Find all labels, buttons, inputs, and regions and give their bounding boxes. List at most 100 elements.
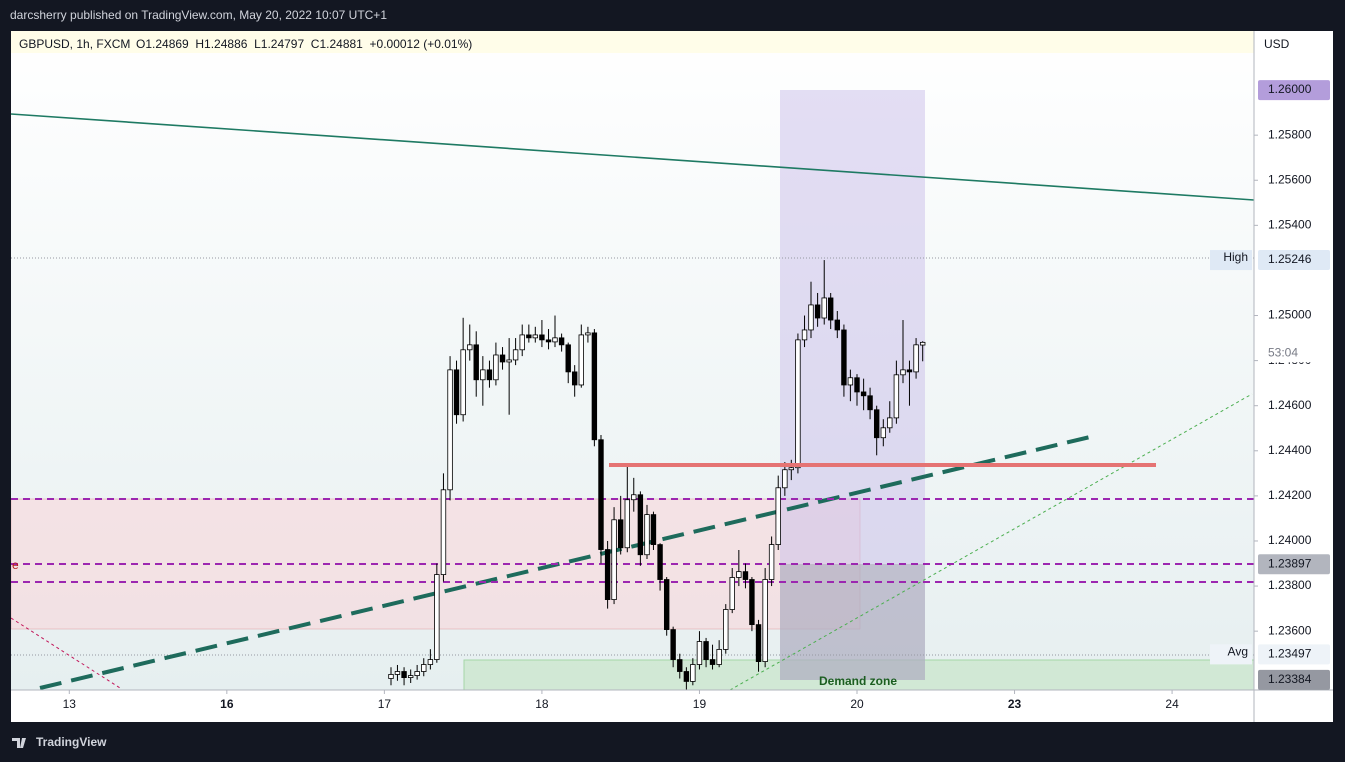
- candle-body: [795, 339, 801, 469]
- axis-currency: USD: [1264, 37, 1290, 51]
- candle-body: [873, 409, 880, 439]
- candle-body: [709, 659, 716, 665]
- publish-info: darcsherry published on TradingView.com,…: [10, 8, 387, 22]
- candle-body: [663, 579, 670, 630]
- candle-body: [598, 439, 604, 550]
- candle-body: [919, 341, 926, 346]
- candle-body: [887, 417, 893, 429]
- price-tag: [1258, 554, 1330, 575]
- brand: TradingView: [12, 735, 107, 749]
- candle-body: [880, 427, 887, 439]
- candle-body: [493, 354, 499, 381]
- candle-body: [893, 374, 900, 419]
- candle-body: [578, 334, 584, 386]
- candle-body: [558, 337, 565, 346]
- candle-body: [565, 344, 571, 373]
- candle-body: [401, 671, 407, 679]
- x-tick-label: 13: [63, 697, 77, 711]
- candle-body: [421, 664, 427, 672]
- price-tag-name: High: [1223, 250, 1248, 264]
- candle-body: [782, 469, 788, 489]
- candle-body: [545, 339, 552, 343]
- price-tag: [1258, 669, 1330, 690]
- cut-label: e: [12, 558, 19, 572]
- candle-body: [434, 574, 440, 660]
- candle-body: [814, 304, 821, 319]
- y-tick-label: 1.24600: [1268, 398, 1312, 412]
- candle-body: [519, 334, 525, 351]
- y-tick-label: 1.25000: [1268, 308, 1312, 322]
- candle-body: [467, 344, 473, 351]
- candle-body: [571, 371, 578, 386]
- candle-body: [631, 494, 637, 501]
- candle-body: [506, 359, 512, 363]
- legend-bar: [11, 31, 1254, 53]
- candle-body: [637, 494, 644, 556]
- x-tick-label: 20: [850, 697, 864, 711]
- price-tag-name: Avg: [1228, 645, 1248, 659]
- candle-body: [644, 514, 650, 556]
- candle-body: [913, 344, 919, 373]
- price-tag-label: 1.26000: [1268, 82, 1312, 96]
- candle-body: [841, 329, 847, 386]
- trend-line: [11, 113, 1254, 201]
- candle-body: [460, 349, 466, 416]
- candle-body: [683, 671, 690, 682]
- candle-body: [854, 377, 860, 393]
- price-tag-label: 1.23497: [1268, 647, 1312, 661]
- candle-body: [900, 369, 906, 376]
- price-tag-name-box: [1210, 644, 1252, 665]
- candle-body: [453, 369, 460, 416]
- x-tick-label: 23: [1008, 697, 1022, 711]
- candle-body: [512, 349, 519, 361]
- candle-body: [617, 519, 624, 549]
- y-tick-label: 1.23600: [1268, 623, 1312, 637]
- countdown-box: [1258, 344, 1330, 363]
- symbol-legend: GBPUSD, 1h, FXCM: [19, 37, 130, 51]
- candle-body: [552, 337, 558, 343]
- x-tick-label: 17: [378, 697, 392, 711]
- candle-body: [585, 332, 591, 336]
- logo: [12, 738, 26, 748]
- candle-body: [768, 544, 775, 580]
- candle-body: [532, 334, 538, 339]
- x-tick-label: 18: [535, 697, 549, 711]
- candle-body: [749, 579, 755, 626]
- projection-stop: [780, 564, 925, 680]
- x-tick-label: 24: [1165, 697, 1179, 711]
- candle-body: [723, 609, 729, 650]
- price-tag: [1258, 644, 1330, 665]
- candle-body: [473, 344, 479, 381]
- candle-body: [755, 624, 762, 662]
- candle-body: [860, 391, 867, 397]
- candle-body: [394, 671, 401, 675]
- candle-body: [742, 571, 749, 580]
- candle-body: [624, 499, 631, 549]
- candle-body: [526, 334, 532, 339]
- candle-body: [480, 369, 486, 381]
- candle-body: [788, 467, 795, 471]
- candle-body: [427, 659, 434, 665]
- y-tick-label: 1.25400: [1268, 218, 1312, 232]
- candle-body: [591, 332, 598, 441]
- candle-body: [827, 297, 834, 321]
- candle-body: [414, 671, 420, 676]
- channel-line: [729, 393, 1253, 690]
- candle-body: [611, 519, 617, 600]
- candle-body: [729, 577, 735, 610]
- candle-body: [821, 297, 827, 319]
- price-tag: [1258, 80, 1330, 101]
- drawings: Demand zone e: [11, 90, 1254, 690]
- zone-label: Demand zone: [819, 674, 897, 688]
- candle-body: [539, 334, 545, 341]
- candle-body: [775, 487, 781, 545]
- x-tick-label: 16: [220, 697, 234, 711]
- candle-body: [736, 571, 742, 578]
- candle-body: [847, 377, 854, 386]
- trend-line-dashed: [39, 435, 1091, 690]
- candle-body: [650, 514, 657, 545]
- candle-body: [808, 304, 814, 331]
- y-tick-label: 1.24000: [1268, 533, 1312, 547]
- candle-body: [447, 369, 453, 491]
